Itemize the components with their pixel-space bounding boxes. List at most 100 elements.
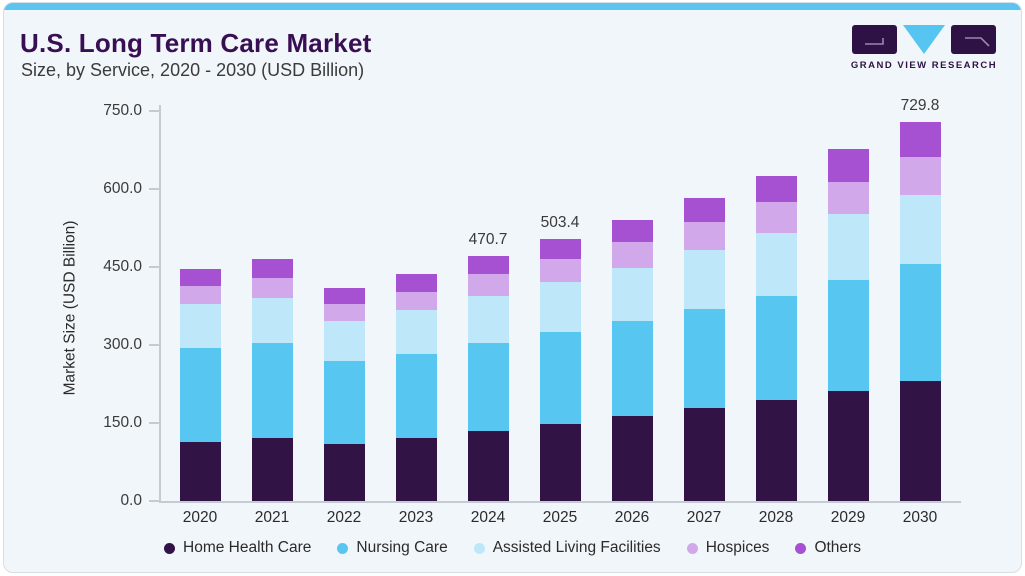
bar-segment-2028: [755, 233, 797, 296]
bar-segment-2029: [827, 181, 869, 214]
bar-2027: [683, 197, 725, 501]
bar-2020: [179, 269, 221, 501]
bar-segment-2028: [755, 201, 797, 234]
bar-segment-2025: [539, 281, 581, 332]
x-tick-label: 2020: [182, 509, 218, 526]
bar-segment-2030: [899, 121, 941, 157]
legend-item: Assisted Living Facilities: [473, 539, 661, 557]
legend-label: Others: [814, 539, 861, 556]
legend-swatch-icon: [164, 542, 176, 554]
bar-segment-2025: [539, 259, 581, 282]
bar-segment-2020: [179, 285, 221, 304]
bar-segment-2024: [467, 342, 509, 431]
chart-title: U.S. Long Term Care Market: [20, 28, 372, 58]
x-tick-label: 2027: [686, 509, 722, 526]
bar-segment-2027: [683, 408, 725, 501]
legend-label: Home Health Care: [183, 539, 312, 556]
bar-segment-2023: [395, 354, 437, 439]
y-axis-title: Market Size (USD Billion): [59, 113, 81, 503]
y-tick-label: 450.0: [103, 258, 142, 275]
bar-segment-2020: [179, 441, 221, 501]
gvr-logo-text: GRAND VIEW RESEARCH: [850, 60, 998, 71]
bar-segment-2026: [611, 415, 653, 501]
legend-item: Hospices: [686, 539, 770, 557]
bar-segment-2029: [827, 279, 869, 391]
chart-subtitle: Size, by Service, 2020 - 2030 (USD Billi…: [21, 60, 365, 80]
legend-item: Home Health Care: [164, 539, 311, 557]
bar-segment-2028: [755, 295, 797, 401]
y-axis-title-text: Market Size (USD Billion): [61, 220, 79, 396]
plot-area: Market Size (USD Billion) 750.0 600.0 450.…: [4, 3, 1021, 572]
bar-segment-2028: [755, 175, 797, 202]
bar-segment-2022: [323, 361, 365, 444]
bar-segment-2029: [827, 148, 869, 182]
y-tick-mark: [149, 500, 159, 502]
bar-segment-2022: [323, 287, 365, 304]
bar-segment-2021: [251, 342, 293, 439]
bar-segment-2022: [323, 320, 365, 362]
legend-label: Nursing Care: [356, 539, 448, 556]
bar-segment-2029: [827, 390, 869, 501]
bar-segment-2023: [395, 291, 437, 311]
bar-segment-2026: [611, 320, 653, 416]
gvr-logo-mark: [849, 25, 999, 55]
logo-r-block-icon: [951, 25, 996, 54]
x-tick-label: 2025: [542, 509, 578, 526]
bar-2026: [611, 219, 653, 501]
logo-g-block-icon: [852, 25, 897, 54]
bar-segment-2027: [683, 222, 725, 251]
legend-label: Hospices: [705, 539, 770, 556]
x-tick-label: 2024: [470, 509, 506, 526]
y-tick-label: 750.0: [103, 102, 142, 119]
bar-segment-2026: [611, 241, 653, 268]
bar-segment-2030: [899, 156, 941, 195]
x-axis-line: [159, 501, 961, 503]
x-tick-label: 2028: [758, 509, 794, 526]
bar-segment-2026: [611, 219, 653, 242]
bar-segment-2024: [467, 274, 509, 297]
bar-2024: [467, 256, 509, 501]
bar-segment-2022: [323, 303, 365, 321]
y-tick-label: 300.0: [103, 336, 142, 353]
chart-card: U.S. Long Term Care Market Size, by Serv…: [3, 2, 1022, 573]
y-tick-mark: [149, 188, 159, 190]
bar-segment-2028: [755, 400, 797, 501]
bar-segment-2025: [539, 332, 581, 424]
bar-2025: [539, 239, 581, 501]
bar-segment-2027: [683, 250, 725, 309]
bar-segment-2027: [683, 308, 725, 409]
bar-segment-2025: [539, 239, 581, 260]
bar-segment-2021: [251, 259, 293, 279]
bar-segment-2025: [539, 423, 581, 501]
bar-2029: [827, 148, 869, 501]
bar-segment-2020: [179, 303, 221, 348]
bar-segment-2030: [899, 263, 941, 381]
bar-segment-2021: [251, 278, 293, 298]
y-tick-label: 0.0: [120, 492, 142, 509]
bar-segment-2023: [395, 274, 437, 292]
logo-v-triangle-icon: [903, 25, 945, 54]
bar-2030: [899, 121, 941, 501]
bar-segment-2024: [467, 256, 509, 275]
bar-segment-2026: [611, 267, 653, 321]
x-tick-label: 2021: [254, 509, 290, 526]
y-tick-label: 600.0: [103, 180, 142, 197]
bar-segment-2020: [179, 347, 221, 442]
logo-g-glyph: [865, 38, 884, 45]
data-label-2025: 503.4: [540, 214, 580, 232]
bar-segment-2020: [179, 269, 221, 286]
x-tick-label: 2030: [902, 509, 938, 526]
y-tick-mark: [149, 266, 159, 268]
x-tick-label: 2026: [614, 509, 650, 526]
bar-segment-2024: [467, 296, 509, 343]
legend: Home Health Care Nursing Care Assisted Liv…: [4, 539, 1021, 557]
gvr-logo: GRAND VIEW RESEARCH: [849, 25, 999, 71]
bar-segment-2021: [251, 297, 293, 343]
data-label-2030: 729.8: [900, 96, 940, 114]
bar-2021: [251, 259, 293, 501]
bar-segment-2030: [899, 380, 941, 501]
x-tick-label: 2029: [830, 509, 866, 526]
bar-segment-2023: [395, 438, 437, 501]
legend-swatch-icon: [795, 542, 807, 554]
logo-r-glyph: [965, 37, 990, 47]
